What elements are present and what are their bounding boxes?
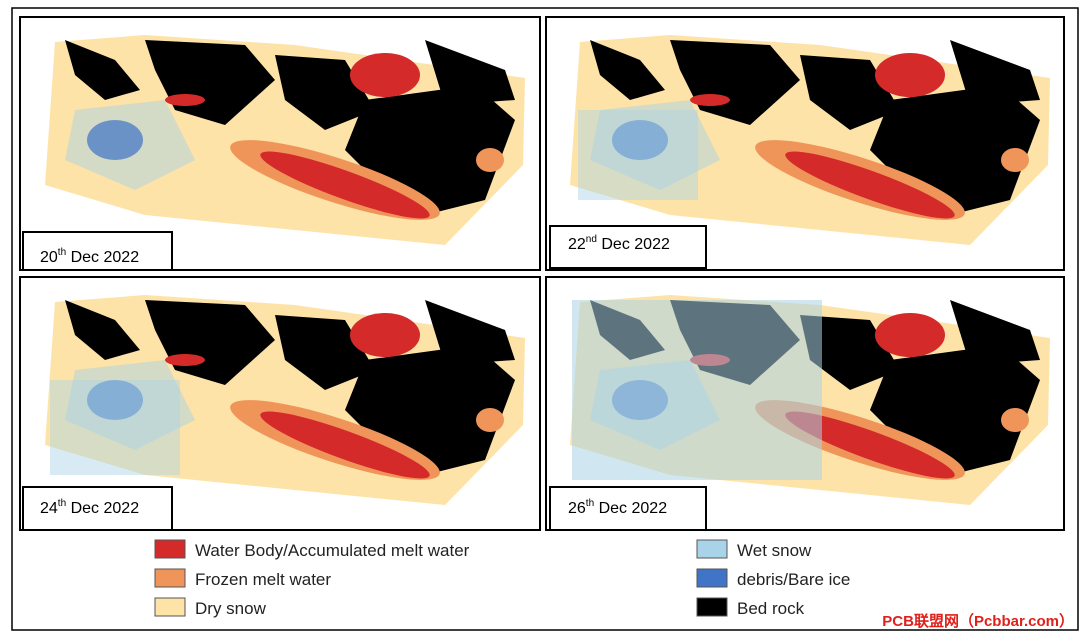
legend-swatch <box>154 597 186 617</box>
panel: 22nd Dec 2022 <box>545 16 1065 271</box>
legend-swatch <box>696 539 728 559</box>
legend: Water Body/Accumulated melt water Frozen… <box>154 539 850 618</box>
panel: 20th Dec 2022 <box>19 16 541 271</box>
legend-label: Wet snow <box>737 541 812 560</box>
panel-label: 22nd Dec 2022 <box>568 234 670 253</box>
panel-label: 20th Dec 2022 <box>40 247 139 266</box>
legend-swatch <box>154 539 186 559</box>
watermark: PCB联盟网（Pcbbar.com） <box>882 612 1074 630</box>
legend-label: Bed rock <box>737 599 805 618</box>
panel: 24th Dec 2022 <box>19 276 541 531</box>
legend-label: Water Body/Accumulated melt water <box>195 541 470 560</box>
legend-swatch <box>154 568 186 588</box>
legend-swatch <box>696 568 728 588</box>
legend-label: Frozen melt water <box>195 570 331 589</box>
panel-label: 26th Dec 2022 <box>568 498 667 517</box>
panel: 26th Dec 2022 <box>545 276 1065 531</box>
panel-label: 24th Dec 2022 <box>40 498 139 517</box>
legend-label: Dry snow <box>195 599 267 618</box>
frame <box>11 7 1079 631</box>
legend-label: debris/Bare ice <box>737 570 850 589</box>
legend-swatch <box>696 597 728 617</box>
